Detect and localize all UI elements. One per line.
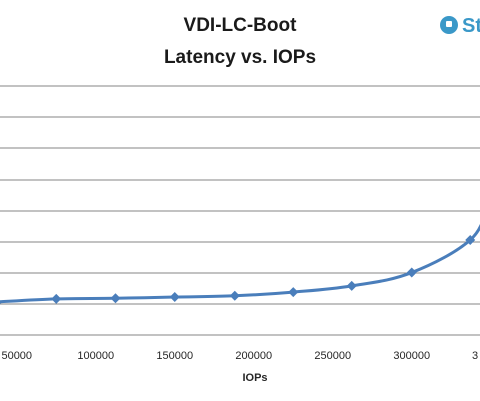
chart-title-line-2: Latency vs. IOPs	[164, 47, 316, 68]
data-point-marker	[51, 293, 62, 304]
x-tick-label: 200000	[235, 350, 272, 362]
data-point-marker	[346, 280, 357, 291]
logo-mark-icon	[446, 21, 452, 27]
data-point-marker	[229, 290, 240, 301]
data-points	[0, 235, 476, 304]
data-point-marker	[169, 292, 180, 303]
x-axis-label: IOPs	[242, 372, 267, 384]
chart-title-line-1: VDI-LC-Boot	[184, 15, 298, 36]
x-tick-label: 3	[472, 350, 478, 362]
data-point-marker	[406, 267, 417, 278]
x-tick-label: 250000	[314, 350, 351, 362]
x-tick-label: 300000	[393, 350, 430, 362]
data-point-marker	[288, 287, 299, 298]
x-axis-tick-labels: 50000 100000 150000 200000 250000 300000 3	[1, 350, 478, 362]
data-point-marker	[110, 293, 121, 304]
series-line	[0, 223, 480, 304]
logo-text: St	[462, 15, 480, 37]
gridlines	[0, 85, 480, 336]
x-tick-label: 150000	[156, 350, 193, 362]
x-tick-label: 50000	[1, 350, 32, 362]
brand-logo: St	[440, 15, 480, 37]
data-point-marker	[465, 235, 476, 245]
data-point-marker	[0, 300, 2, 304]
x-tick-label: 100000	[77, 350, 114, 362]
